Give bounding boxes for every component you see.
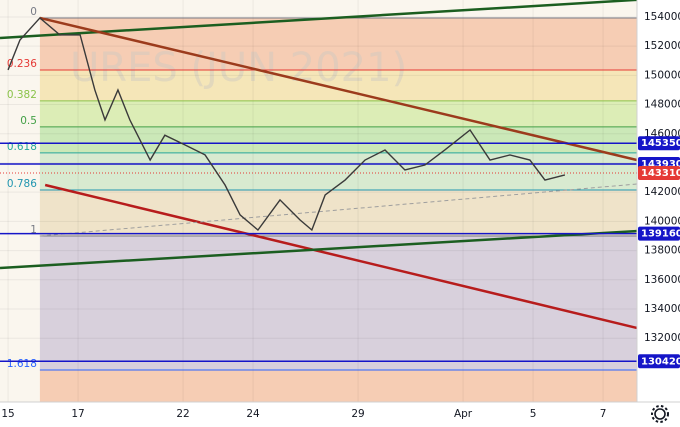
y-tick-label: 150000	[644, 69, 680, 81]
price-tag-label: 139160	[641, 229, 680, 240]
fib-band	[39, 69, 637, 101]
x-tick-label: 24	[246, 408, 260, 420]
trend-line	[0, 229, 637, 270]
y-tick-label: 136000	[644, 274, 680, 286]
x-tick-label: Apr	[454, 408, 473, 420]
fib-label: 0.5	[20, 115, 37, 127]
fib-band	[39, 100, 637, 127]
x-tick-label: 22	[176, 408, 189, 420]
y-tick-label: 142000	[644, 186, 680, 198]
y-tick-label: 132000	[644, 332, 680, 344]
fib-band	[39, 17, 637, 70]
fib-label: 0.236	[7, 58, 37, 70]
price-tag-label: 130420	[641, 356, 680, 367]
watermark: URES (JUN 2021)	[70, 45, 407, 91]
fib-band	[39, 370, 637, 402]
y-tick-label: 154000	[644, 11, 680, 23]
price-tag	[638, 166, 680, 181]
x-tick-label: 17	[71, 408, 84, 420]
fib-label: 0.382	[7, 89, 37, 101]
gear-teeth[interactable]	[651, 405, 669, 423]
fib-label: 0.786	[7, 178, 37, 190]
x-tick-label: 29	[351, 408, 364, 420]
fib-band	[39, 189, 637, 236]
price-tag	[638, 226, 680, 241]
settings-icon[interactable]	[651, 405, 669, 423]
fib-band	[39, 152, 637, 190]
x-tick-label: 7	[600, 408, 607, 420]
trend-line	[39, 16, 637, 162]
price-tag-label: 145350	[641, 138, 680, 149]
trend-line	[0, 0, 637, 40]
fib-label: 1.618	[7, 358, 37, 370]
price-line	[7, 16, 566, 232]
y-tick-label: 152000	[644, 40, 680, 52]
x-tick-label: 5	[530, 408, 537, 420]
trend-line	[44, 183, 637, 330]
y-tick-label: 148000	[644, 99, 680, 111]
trend-line	[39, 183, 637, 237]
fib-label: 0	[30, 6, 37, 18]
x-tick-label: 15	[1, 408, 14, 420]
y-tick-label: 138000	[644, 245, 680, 257]
price-tag	[638, 136, 680, 151]
y-tick-label: 140000	[644, 215, 680, 227]
price-tag-label: 143310	[641, 168, 680, 179]
price-tag	[638, 354, 680, 369]
fib-label: 1	[30, 224, 37, 236]
gear[interactable]	[654, 408, 666, 420]
price-tag-label: 143930	[641, 159, 680, 170]
plot: URES (JUN 2021) 00.2360.3820.50.6180.786…	[0, 0, 637, 402]
y-tick-label: 134000	[644, 303, 680, 315]
